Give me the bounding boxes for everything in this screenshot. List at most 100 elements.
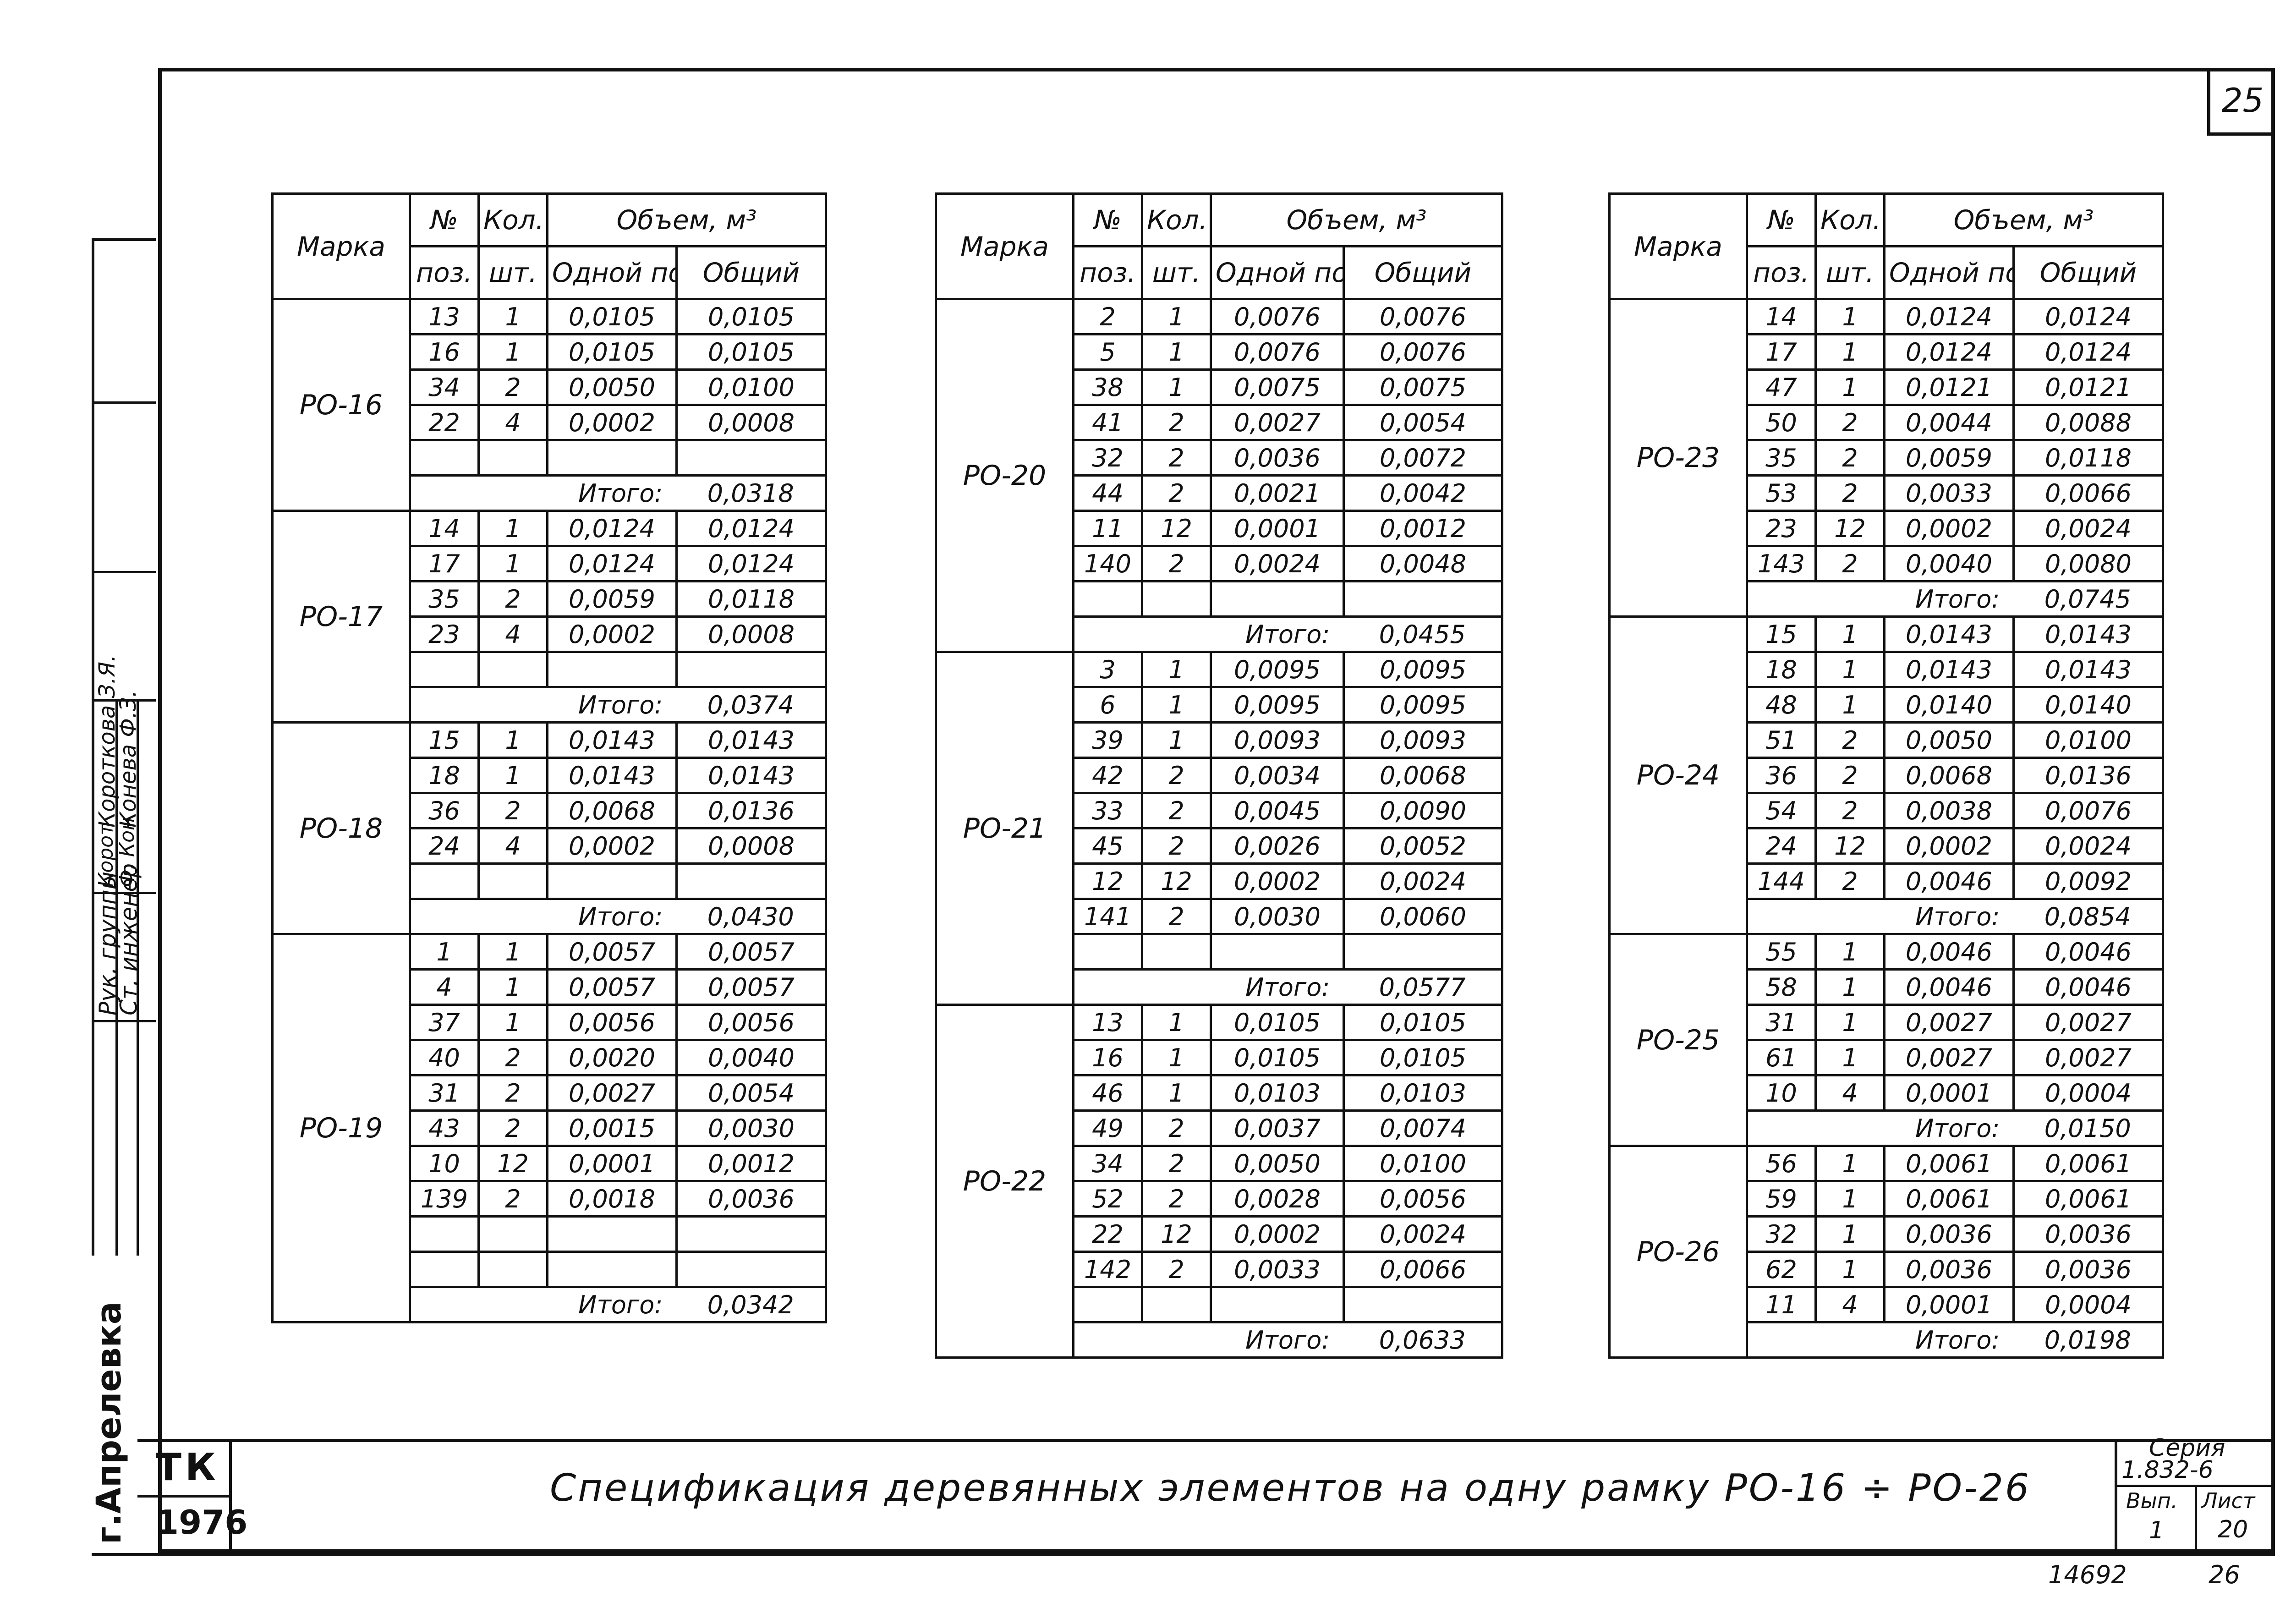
table-row: РО-25 55 1 0,0046 0,0046 <box>1608 933 2164 1147</box>
qty-cell: 2 <box>1141 898 1212 935</box>
one-cell: 0,0095 <box>1210 686 1345 724</box>
table-row: 36 2 0,0068 0,0136 <box>273 792 827 829</box>
pos-cell: 18 <box>409 757 480 794</box>
pos-cell: 55 <box>1746 933 1817 971</box>
table-row: РО-21 3 1 0,0095 0,0095 <box>935 651 1503 1006</box>
pos-cell: 44 <box>1072 474 1143 512</box>
mark-cell: РО-21 <box>935 651 1074 1006</box>
pos-cell: 144 <box>1746 862 1817 900</box>
total-cell: 0,0124 <box>2012 333 2164 371</box>
total-cell: 0,0030 <box>675 1109 827 1147</box>
one-cell: 0,0015 <box>546 1109 678 1147</box>
one-cell: 0,0068 <box>546 792 678 829</box>
one-cell: 0,0057 <box>546 968 678 1006</box>
table-row: 43 2 0,0015 0,0030 <box>273 1109 827 1147</box>
mark-cell: РО-18 <box>271 721 411 935</box>
qty-cell: 12 <box>477 1145 548 1182</box>
total-cell <box>1343 933 1503 971</box>
table-row: 48 1 0,0140 0,0140 <box>1610 686 2164 724</box>
qty-cell: 1 <box>1141 368 1212 406</box>
one-cell: 0,0036 <box>1210 439 1345 477</box>
one-cell: 0,0036 <box>1883 1215 2015 1253</box>
one-cell: 0,0001 <box>1883 1074 2015 1112</box>
one-cell: 0,0027 <box>1883 1004 2015 1041</box>
total-cell: 0,0076 <box>1343 333 1503 371</box>
total-value: 0,0455 <box>1343 615 1503 653</box>
qty-cell: 12 <box>1814 827 1885 865</box>
pos-cell: 18 <box>1746 651 1817 688</box>
table-row: 54 2 0,0038 0,0076 <box>1610 792 2164 829</box>
col-volume-header: Объем, м³ <box>1883 192 2164 247</box>
qty-cell: 2 <box>1141 545 1212 582</box>
total-cell: 0,0048 <box>1343 545 1503 582</box>
table-row: 62 1 0,0036 0,0036 <box>1610 1251 2164 1288</box>
total-cell: 0,0118 <box>675 580 827 618</box>
qty-cell: 2 <box>477 368 548 406</box>
pos-cell: 2 <box>1072 298 1143 335</box>
pos-cell: 54 <box>1746 792 1817 829</box>
header-row-2: поз.шт.Одной поз.Общий <box>273 245 827 300</box>
total-row: Итого: 0,0198 <box>1610 1321 2164 1359</box>
one-cell: 0,0059 <box>1883 439 2015 477</box>
total-label: Итого: <box>409 686 677 724</box>
total-cell: 0,0056 <box>1343 1180 1503 1218</box>
one-cell: 0,0033 <box>1210 1251 1345 1288</box>
pos-cell: 143 <box>1746 545 1817 582</box>
total-value: 0,0150 <box>2013 1109 2164 1147</box>
table-row: 61 1 0,0027 0,0027 <box>1610 1039 2164 1076</box>
mark-cell: РО-24 <box>1608 615 1748 935</box>
inventory-number: 14692 <box>2048 1560 2127 1589</box>
one-cell <box>1210 933 1345 971</box>
header-row-1: Марка № Кол. Объем, м³ <box>271 192 827 300</box>
qty-cell: 1 <box>1814 686 1885 724</box>
mark-cell: РО-23 <box>1608 298 1748 618</box>
one-cell: 0,0033 <box>1883 474 2015 512</box>
one-cell: 0,0121 <box>1883 368 2015 406</box>
qty-cell <box>477 862 548 900</box>
qty-cell: 4 <box>477 615 548 653</box>
col-qty-header-top: Кол. <box>477 192 548 247</box>
total-cell: 0,0143 <box>2012 615 2164 653</box>
mark-cell: РО-17 <box>271 510 411 724</box>
one-cell: 0,0036 <box>1883 1251 2015 1288</box>
total-cell: 0,0004 <box>2012 1286 2164 1323</box>
total-cell: 0,0140 <box>2012 686 2164 724</box>
total-cell: 0,0136 <box>675 792 827 829</box>
qty-cell: 2 <box>1814 862 1885 900</box>
total-cell: 0,0076 <box>2012 792 2164 829</box>
table-row: 35 2 0,0059 0,0118 <box>273 580 827 618</box>
total-cell: 0,0042 <box>1343 474 1503 512</box>
qty-cell <box>1141 933 1212 971</box>
table-row: РО-17 14 1 0,0124 0,0124 <box>271 510 827 724</box>
total-row: Итого: 0,0854 <box>1610 898 2164 935</box>
year: 1976 <box>156 1503 248 1542</box>
total-cell: 0,0143 <box>2012 651 2164 688</box>
total-cell: 0,0076 <box>1343 298 1503 335</box>
total-row: Итого: 0,0342 <box>273 1286 827 1323</box>
qty-cell: 1 <box>477 333 548 371</box>
table-row: 24 12 0,0002 0,0024 <box>1610 827 2164 865</box>
pos-cell: 50 <box>1746 404 1817 441</box>
one-cell: 0,0061 <box>1883 1180 2015 1218</box>
pos-cell: 49 <box>1072 1109 1143 1147</box>
qty-cell <box>477 651 548 688</box>
pos-cell: 14 <box>409 510 480 547</box>
col-mark-header: Марка <box>935 192 1074 300</box>
pos-cell: 22 <box>1072 1215 1143 1253</box>
qty-cell: 2 <box>1141 1145 1212 1182</box>
one-cell: 0,0027 <box>546 1074 678 1112</box>
table-row: 23 4 0,0002 0,0008 <box>273 615 827 653</box>
qty-cell: 12 <box>1814 510 1885 547</box>
total-cell: 0,0143 <box>675 721 827 759</box>
qty-cell: 4 <box>477 827 548 865</box>
sheet-value: 20 <box>2218 1516 2248 1543</box>
table-row: 42 2 0,0034 0,0068 <box>936 757 1503 794</box>
one-cell: 0,0050 <box>546 368 678 406</box>
total-value: 0,0854 <box>2013 898 2164 935</box>
table-row: 37 1 0,0056 0,0056 <box>273 1004 827 1041</box>
table-row <box>936 1286 1503 1323</box>
pos-cell: 31 <box>1746 1004 1817 1041</box>
total-cell: 0,0012 <box>1343 510 1503 547</box>
total-cell: 0,0105 <box>1343 1039 1503 1076</box>
pos-cell: 23 <box>409 615 480 653</box>
